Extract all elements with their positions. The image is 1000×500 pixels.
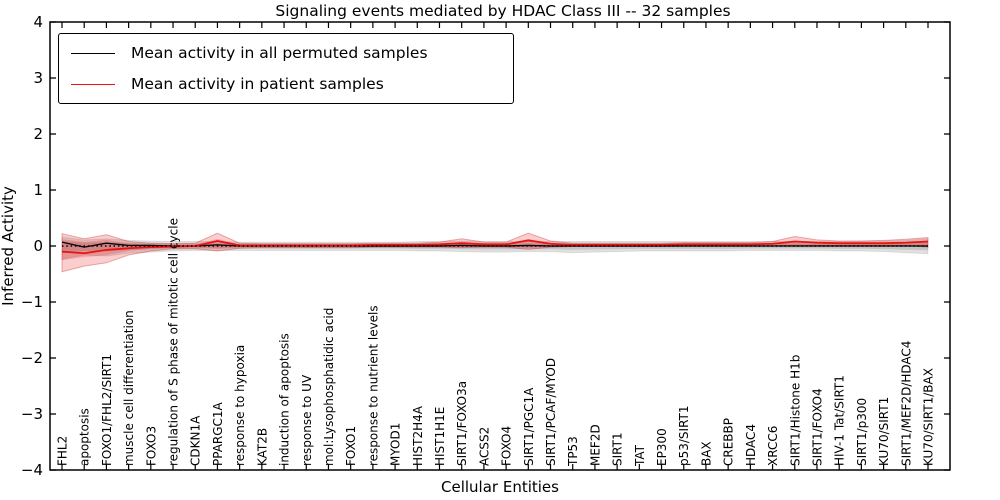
x-category-label: PPARGC1A (211, 401, 225, 466)
legend-line-patient-icon (71, 83, 115, 85)
x-category-label: FOXO1 (344, 426, 358, 466)
x-category-label: induction of apoptosis (278, 333, 292, 466)
x-category-label: regulation of S phase of mitotic cell cy… (167, 218, 181, 466)
y-tick-label: −1 (21, 293, 43, 311)
x-category-label: TP53 (566, 436, 580, 467)
legend-line-permuted-icon (71, 52, 115, 54)
x-category-label: HIST1H1E (433, 407, 447, 466)
x-category-label: BAX (699, 441, 713, 466)
legend: Mean activity in all permuted samples Me… (58, 33, 514, 104)
x-category-label: muscle cell differentiation (122, 310, 136, 466)
x-category-label: response to nutrient levels (366, 305, 380, 466)
x-category-label: mol:Lysophosphatidic acid (322, 308, 336, 466)
x-category-label: HIV-1 Tat/SIRT1 (833, 375, 847, 466)
y-tick-label: 1 (33, 181, 43, 199)
x-category-label: ACSS2 (477, 427, 491, 466)
y-tick-label: −2 (21, 349, 43, 367)
x-category-label: CREBBP (722, 418, 736, 466)
y-tick-label: 4 (33, 13, 43, 31)
legend-item-permuted: Mean activity in all permuted samples (71, 41, 503, 65)
x-category-label: FOXO3 (144, 426, 158, 466)
x-category-label: SIRT1 (611, 432, 625, 466)
x-category-label: TAT (633, 444, 647, 467)
x-category-label: SIRT1/FOXO4 (810, 388, 824, 466)
x-category-label: p53/SIRT1 (677, 405, 691, 466)
x-category-label: response to hypoxia (233, 345, 247, 466)
x-category-label: SIRT1/Histone H1b (788, 355, 802, 466)
x-category-label: FOXO4 (500, 426, 514, 466)
x-category-label: HIST2H4A (411, 405, 425, 466)
x-category-label: MEF2D (588, 424, 602, 466)
x-category-label: KU70/SIRT1 (877, 397, 891, 466)
legend-item-patient: Mean activity in patient samples (71, 72, 503, 96)
band-permuted-band-outer (61, 236, 929, 261)
x-category-label: SIRT1/p300 (855, 398, 869, 466)
series-line-permuted (61, 241, 928, 248)
y-tick-label: −4 (21, 461, 43, 479)
x-category-label: MYOD1 (389, 423, 403, 466)
x-category-label: XRCC6 (766, 426, 780, 466)
x-category-label: SIRT1/PCAF/MYOD (544, 358, 558, 466)
x-category-label: EP300 (655, 428, 669, 466)
x-category-label: response to UV (300, 374, 314, 466)
series-line-patient (61, 239, 929, 255)
y-tick-label: −3 (21, 405, 43, 423)
x-category-label: SIRT1/PGC1A (522, 387, 536, 466)
legend-label-permuted: Mean activity in all permuted samples (131, 44, 428, 62)
x-category-label: CDKN1A (189, 415, 203, 466)
band-patient-band-outer (61, 232, 929, 273)
x-category-label: SIRT1/FOXO3a (455, 381, 469, 466)
legend-label-patient: Mean activity in patient samples (131, 75, 384, 93)
x-category-label: HDAC4 (744, 424, 758, 466)
chart-title: Signaling events mediated by HDAC Class … (275, 2, 730, 20)
x-category-label: apoptosis (78, 408, 92, 466)
x-category-label: FOXO1/FHL2/SIRT1 (100, 354, 114, 466)
x-category-label: SIRT1/MEF2D/HDAC4 (899, 341, 913, 466)
y-tick-label: 3 (33, 69, 43, 87)
x-axis-label: Cellular Entities (441, 478, 559, 496)
x-category-label: FHL2 (56, 436, 70, 466)
x-category-label: KU70/SIRT1/BAX (922, 368, 936, 466)
y-tick-label: 0 (33, 237, 43, 255)
y-tick-label: 2 (33, 125, 43, 143)
y-axis-label: Inferred Activity (0, 186, 17, 306)
x-category-label: KAT2B (255, 428, 269, 466)
